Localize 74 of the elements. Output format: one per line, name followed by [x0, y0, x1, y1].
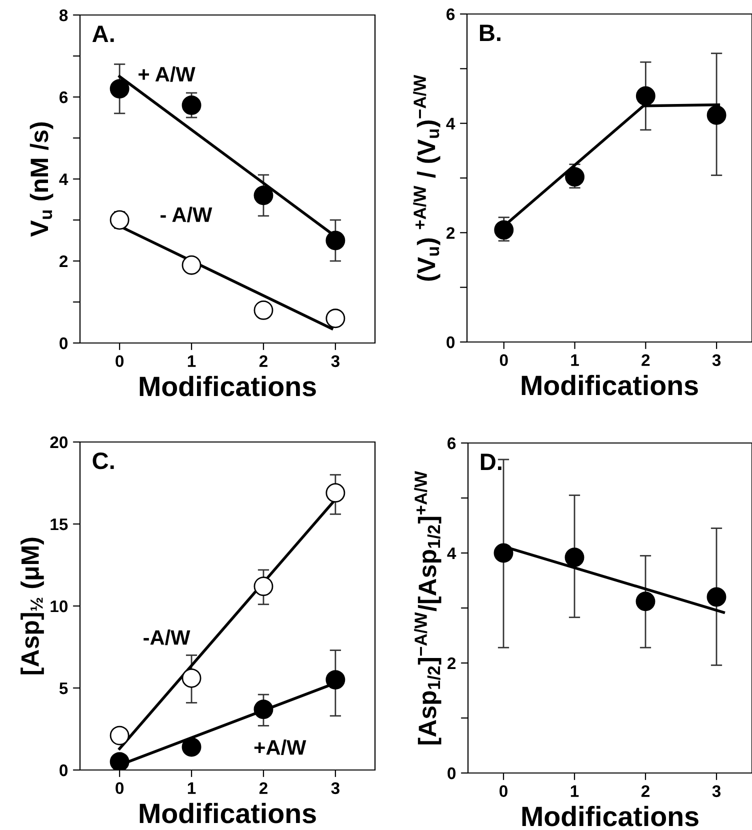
point: [706, 587, 726, 607]
chart-title: B.: [480, 24, 500, 41]
point: [326, 670, 346, 690]
y-tick-label: 4: [447, 548, 456, 560]
point: [182, 668, 202, 688]
y-tick-label: 0: [60, 764, 68, 776]
y-tick-label: 8: [59, 9, 68, 22]
y-tick-label: 5: [59, 682, 68, 694]
y-tick-label: 2: [60, 255, 68, 268]
y-tick-label: 4: [446, 118, 456, 130]
point: [564, 548, 584, 568]
x-tick-label: 0: [116, 355, 124, 368]
point: [254, 700, 274, 720]
series-label: -A/W: [144, 630, 190, 646]
y-tick-label: 0: [60, 337, 68, 350]
point: [110, 210, 130, 230]
x-tick-label: 3: [331, 355, 340, 368]
y-tick-label: 10: [50, 600, 68, 612]
point: [254, 186, 274, 206]
y-tick-label: 0: [446, 336, 455, 348]
point: [494, 220, 514, 240]
chart-title: C.: [92, 452, 114, 470]
x-tick-label: 0: [500, 785, 508, 798]
point: [182, 95, 202, 115]
series-label: + A/W: [138, 66, 196, 82]
y-tick-label: 6: [446, 8, 455, 20]
y-tick-label: 0: [448, 767, 456, 780]
y-axis-title: [Asp$_{1/2}$]$^{−A/W}$/[Asp$_{1/2}$]$^{+A/W}$: [414, 471, 442, 744]
x-tick-label: 1: [188, 355, 196, 367]
x-tick-label: 1: [570, 785, 579, 797]
y-tick-label: 4: [59, 174, 68, 186]
x-tick-label: 0: [116, 782, 124, 794]
x-axis-title: Modifications: [522, 374, 698, 396]
point: [254, 300, 274, 320]
point: [182, 255, 202, 275]
y-tick-label: 6: [448, 437, 456, 450]
x-axis-title: Modifications: [522, 806, 698, 826]
y-tick-label: 15: [50, 518, 68, 530]
y-axis-title: (V$_{u}$) $^{+A/W}$ / (V$_{u}$)$^{−A/W}$: [413, 74, 440, 281]
x-tick-label: 2: [259, 355, 268, 367]
point: [182, 737, 202, 757]
x-tick-label: 3: [712, 354, 721, 366]
x-tick-label: 3: [331, 782, 340, 794]
point: [326, 230, 346, 250]
point: [636, 592, 656, 612]
y-axis-title: V$_{u}$ (nM /s): [30, 122, 54, 237]
point: [326, 483, 346, 503]
y-tick-label: 2: [448, 657, 456, 670]
x-tick-label: 1: [188, 782, 196, 794]
point: [706, 105, 726, 125]
x-axis-title: Modifications: [140, 802, 316, 824]
x-axis-title: Modifications: [140, 376, 316, 396]
point: [326, 308, 346, 328]
y-tick-label: 6: [60, 91, 68, 104]
x-tick-label: 2: [642, 354, 650, 366]
x-tick-label: 2: [259, 782, 268, 794]
point: [110, 726, 130, 746]
x-tick-label: 2: [641, 785, 650, 797]
series-label: - A/W: [160, 206, 212, 222]
x-tick-label: 0: [500, 354, 508, 366]
chart-title: A.: [92, 26, 114, 42]
y-axis-title: [Asp]$_{½}$ (μM): [20, 538, 44, 674]
point: [565, 167, 584, 187]
x-tick-label: 1: [571, 354, 579, 366]
chart-title: D.: [480, 454, 502, 470]
y-tick-label: 2: [446, 227, 455, 239]
point: [254, 576, 274, 596]
point: [110, 752, 130, 770]
x-tick-label: 3: [712, 785, 721, 798]
series-label: +A/W: [254, 740, 306, 756]
point: [636, 86, 656, 106]
point: [494, 543, 514, 563]
point: [110, 79, 130, 99]
y-tick-label: 20: [50, 436, 68, 448]
